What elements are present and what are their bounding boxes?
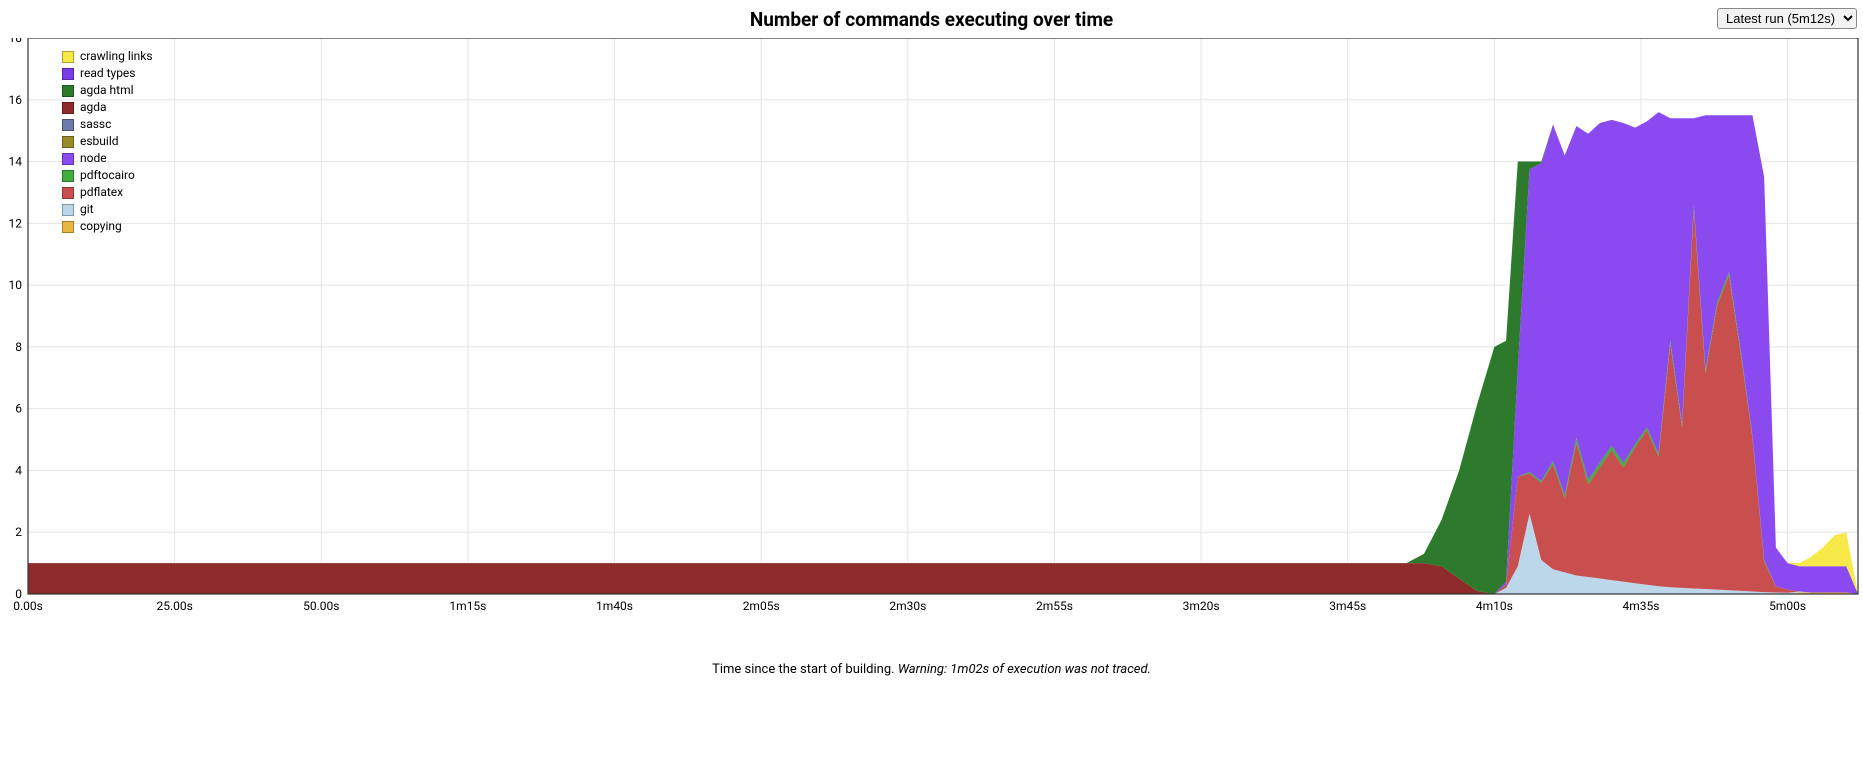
x-tick-label: 4m35s xyxy=(1623,599,1660,613)
x-tick-label: 4m10s xyxy=(1476,599,1513,613)
x-tick-label: 1m40s xyxy=(596,599,633,613)
legend-item[interactable]: pdflatex xyxy=(62,184,153,201)
x-tick-label: 2m05s xyxy=(743,599,780,613)
legend-label: git xyxy=(80,201,94,218)
legend-item[interactable]: agda html xyxy=(62,82,153,99)
chart: 0246810121416180.00s25.00s50.00s1m15s1m4… xyxy=(0,38,1863,638)
y-tick-label: 8 xyxy=(15,340,22,354)
legend-swatch xyxy=(62,51,74,63)
legend-swatch xyxy=(62,136,74,148)
legend-swatch xyxy=(62,102,74,114)
legend-swatch xyxy=(62,221,74,233)
legend-label: copying xyxy=(80,218,122,235)
y-tick-label: 14 xyxy=(9,155,23,169)
x-tick-label: 2m55s xyxy=(1036,599,1073,613)
legend-label: pdftocairo xyxy=(80,167,135,184)
legend-swatch xyxy=(62,204,74,216)
legend-item[interactable]: read types xyxy=(62,65,153,82)
x-tick-label: 2m30s xyxy=(889,599,926,613)
legend-label: agda html xyxy=(80,82,134,99)
y-tick-label: 10 xyxy=(9,278,23,292)
x-tick-label: 3m20s xyxy=(1183,599,1220,613)
y-tick-label: 4 xyxy=(15,463,22,477)
chart-title: Number of commands executing over time xyxy=(0,8,1863,31)
legend-item[interactable]: node xyxy=(62,150,153,167)
legend-label: crawling links xyxy=(80,48,153,65)
legend-swatch xyxy=(62,68,74,80)
y-tick-label: 18 xyxy=(9,38,23,45)
x-axis-warning: Warning: 1m02s of execution was not trac… xyxy=(898,662,1151,677)
legend-label: node xyxy=(80,150,107,167)
legend-label: sassc xyxy=(80,116,111,133)
legend-item[interactable]: pdftocairo xyxy=(62,167,153,184)
legend-label: pdflatex xyxy=(80,184,123,201)
x-tick-label: 50.00s xyxy=(303,599,339,613)
y-tick-label: 6 xyxy=(15,402,22,416)
legend-label: agda xyxy=(80,99,107,116)
x-axis-label-text: Time since the start of building. xyxy=(712,662,898,677)
legend-item[interactable]: agda xyxy=(62,99,153,116)
x-tick-label: 5m00s xyxy=(1769,599,1806,613)
chart-svg: 0246810121416180.00s25.00s50.00s1m15s1m4… xyxy=(0,38,1863,638)
legend-label: esbuild xyxy=(80,133,119,150)
legend-item[interactable]: copying xyxy=(62,218,153,235)
run-selector[interactable]: Latest run (5m12s) xyxy=(1717,8,1857,29)
x-tick-label: 0.00s xyxy=(13,599,43,613)
x-tick-label: 25.00s xyxy=(156,599,192,613)
legend: crawling linksread typesagda htmlagdasas… xyxy=(62,48,153,235)
x-tick-label: 3m45s xyxy=(1329,599,1366,613)
y-tick-label: 2 xyxy=(15,525,22,539)
legend-item[interactable]: git xyxy=(62,201,153,218)
legend-swatch xyxy=(62,187,74,199)
legend-swatch xyxy=(62,119,74,131)
legend-item[interactable]: sassc xyxy=(62,116,153,133)
legend-swatch xyxy=(62,85,74,97)
y-tick-label: 12 xyxy=(9,216,23,230)
legend-swatch xyxy=(62,170,74,182)
legend-item[interactable]: crawling links xyxy=(62,48,153,65)
x-tick-label: 1m15s xyxy=(449,599,486,613)
legend-swatch xyxy=(62,153,74,165)
legend-item[interactable]: esbuild xyxy=(62,133,153,150)
x-axis-label: Time since the start of building. Warnin… xyxy=(0,662,1863,677)
legend-label: read types xyxy=(80,65,136,82)
y-tick-label: 16 xyxy=(9,93,23,107)
